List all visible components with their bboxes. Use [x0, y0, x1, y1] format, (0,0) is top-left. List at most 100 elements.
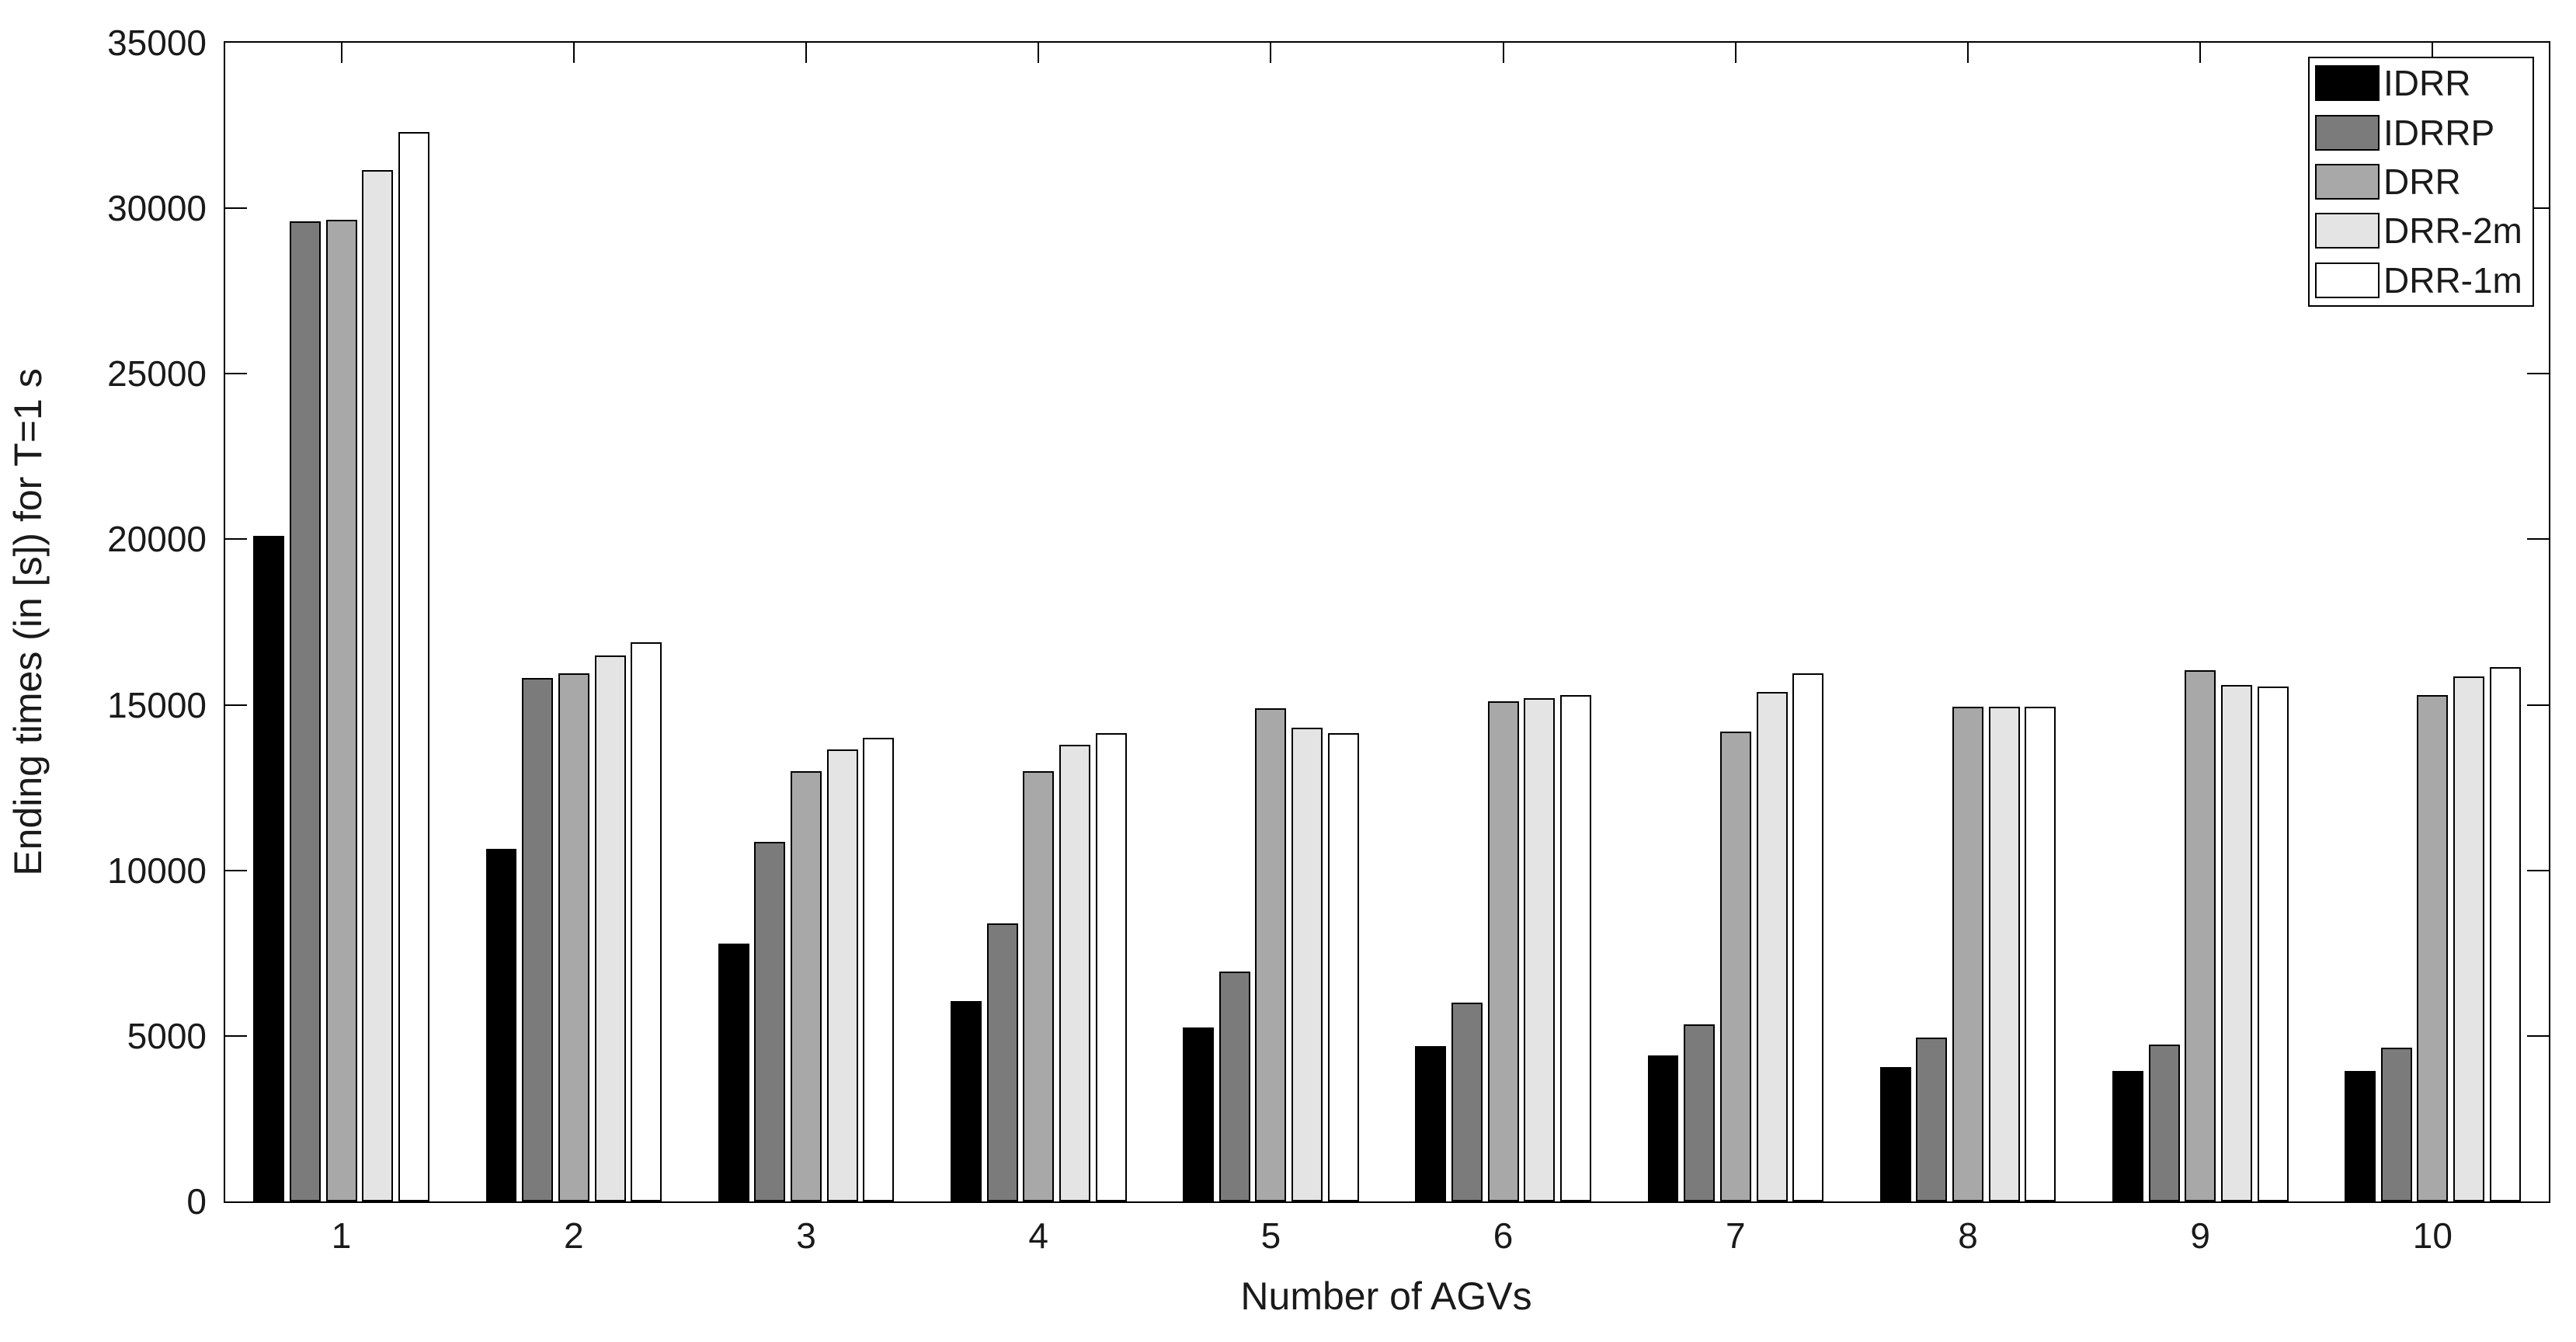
bar-DRR-2m-agv9: [2220, 685, 2252, 1201]
legend-entry-IDRRP: IDRRP: [2310, 109, 2533, 157]
y-tick-mark: [2527, 1034, 2549, 1037]
bar-DRR-2m-agv3: [826, 749, 858, 1201]
bar-IDRRP-agv6: [1451, 1003, 1483, 1201]
bar-IDRRP-agv3: [754, 842, 786, 1201]
bar-DRR-2m-agv4: [1059, 744, 1090, 1201]
bar-DRR-1m-agv10: [2489, 666, 2521, 1201]
bar-IDRRP-agv2: [522, 678, 554, 1201]
bar-IDRRP-agv8: [1916, 1038, 1948, 1201]
y-tick-label-15000: 15000: [107, 684, 207, 725]
bar-IDRR-agv9: [2112, 1070, 2143, 1201]
bar-DRR-1m-agv9: [2257, 687, 2289, 1201]
bar-IDRR-agv2: [485, 849, 517, 1201]
legend-entry-DRR: DRR: [2310, 158, 2533, 206]
bar-IDRR-agv1: [253, 536, 285, 1201]
bar-IDRR-agv5: [1183, 1027, 1215, 1201]
x-tick-label-3: 3: [796, 1215, 816, 1256]
x-tick-mark: [340, 43, 342, 63]
y-tick-label-25000: 25000: [107, 353, 207, 395]
bar-DRR-agv9: [2185, 669, 2216, 1201]
legend-swatch-IDRR: [2315, 65, 2380, 102]
x-tick-mark: [572, 43, 575, 63]
bar-DRR-agv8: [1952, 706, 1984, 1201]
bar-IDRRP-agv7: [1684, 1024, 1716, 1201]
bar-DRR-agv2: [558, 673, 589, 1201]
bar-IDRRP-agv9: [2148, 1044, 2180, 1201]
y-tick-mark: [225, 1034, 247, 1037]
bar-DRR-agv4: [1023, 770, 1055, 1201]
bar-DRR-2m-agv5: [1291, 728, 1323, 1201]
x-tick-mark: [1038, 43, 1040, 63]
bar-IDRRP-agv10: [2380, 1047, 2412, 1201]
x-tick-mark: [1502, 43, 1504, 63]
x-tick-label-5: 5: [1260, 1215, 1281, 1256]
y-tick-mark: [225, 704, 247, 706]
bar-DRR-agv5: [1255, 708, 1287, 1201]
bar-DRR-2m-agv7: [1756, 691, 1788, 1201]
y-tick-label-30000: 30000: [107, 188, 207, 229]
bar-DRR-agv6: [1487, 701, 1519, 1201]
bar-DRR-1m-agv8: [2025, 706, 2056, 1201]
y-tick-mark: [225, 538, 247, 541]
bar-IDRR-agv10: [2345, 1070, 2376, 1201]
y-tick-mark: [225, 373, 247, 375]
bar-DRR-1m-agv7: [1792, 673, 1824, 1201]
y-tick-mark: [2527, 207, 2549, 210]
x-tick-mark: [2432, 43, 2434, 63]
y-tick-mark: [225, 869, 247, 871]
legend-entry-DRR-1m: DRR-1m: [2310, 256, 2533, 304]
bar-IDRR-agv8: [1879, 1067, 1911, 1201]
bar-DRR-agv3: [791, 770, 822, 1201]
y-tick-mark: [2527, 538, 2549, 541]
x-tick-mark: [1734, 43, 1736, 63]
x-tick-label-1: 1: [331, 1215, 352, 1256]
bar-DRR-2m-agv1: [362, 170, 394, 1201]
x-tick-mark: [1967, 43, 1969, 63]
x-tick-label-7: 7: [1726, 1215, 1746, 1256]
bar-DRR-1m-agv2: [631, 641, 662, 1201]
legend: IDRR IDRRP DRR DRR-2m DRR-1m: [2308, 57, 2534, 307]
bar-DRR-2m-agv10: [2453, 676, 2485, 1201]
legend-label-DRR-2m: DRR-2m: [2383, 210, 2522, 252]
bar-DRR-2m-agv2: [594, 655, 626, 1201]
bar-DRR-1m-agv4: [1095, 732, 1127, 1201]
legend-entry-IDRR: IDRR: [2310, 59, 2533, 107]
bar-DRR-agv1: [325, 220, 357, 1201]
y-axis-label-text: Ending times (in [s]) for T=1 s: [6, 368, 50, 876]
bar-DRR-1m-agv6: [1560, 694, 1591, 1201]
legend-label-IDRRP: IDRRP: [2383, 112, 2495, 153]
bar-IDRRP-agv5: [1218, 971, 1250, 1201]
y-tick-label-0: 0: [186, 1181, 207, 1222]
x-tick-mark: [1270, 43, 1272, 63]
x-axis-label: Number of AGVs: [1240, 1274, 1532, 1318]
y-tick-label-35000: 35000: [107, 23, 207, 63]
bar-DRR-2m-agv6: [1524, 698, 1556, 1201]
legend-label-IDRR: IDRR: [2383, 63, 2471, 104]
bar-DRR-agv7: [1719, 731, 1751, 1201]
bar-DRR-1m-agv1: [398, 132, 429, 1201]
y-tick-mark: [2527, 704, 2549, 706]
bar-IDRR-agv7: [1647, 1055, 1679, 1201]
bar-IDRRP-agv4: [986, 923, 1018, 1201]
x-tick-label-9: 9: [2190, 1215, 2210, 1256]
y-tick-label-5000: 5000: [127, 1015, 207, 1056]
plot-inner: [225, 43, 2549, 1201]
x-tick-label-6: 6: [1493, 1215, 1514, 1256]
x-tick-label-10: 10: [2412, 1215, 2453, 1256]
bar-DRR-2m-agv8: [1988, 706, 2020, 1201]
x-tick-label-2: 2: [564, 1215, 584, 1256]
x-tick-mark: [2199, 43, 2202, 63]
bar-DRR-1m-agv3: [863, 738, 895, 1201]
bar-DRR-1m-agv5: [1327, 732, 1359, 1201]
legend-swatch-DRR: [2315, 163, 2380, 200]
bar-IDRR-agv3: [718, 943, 749, 1201]
legend-swatch-DRR-1m: [2315, 262, 2380, 298]
x-tick-label-8: 8: [1958, 1215, 1978, 1256]
y-tick-mark: [225, 207, 247, 210]
legend-label-DRR-1m: DRR-1m: [2383, 259, 2522, 301]
y-tick-label-10000: 10000: [107, 850, 207, 891]
legend-swatch-IDRRP: [2315, 114, 2380, 151]
y-tick-label-20000: 20000: [107, 519, 207, 560]
bar-IDRR-agv6: [1415, 1045, 1447, 1201]
